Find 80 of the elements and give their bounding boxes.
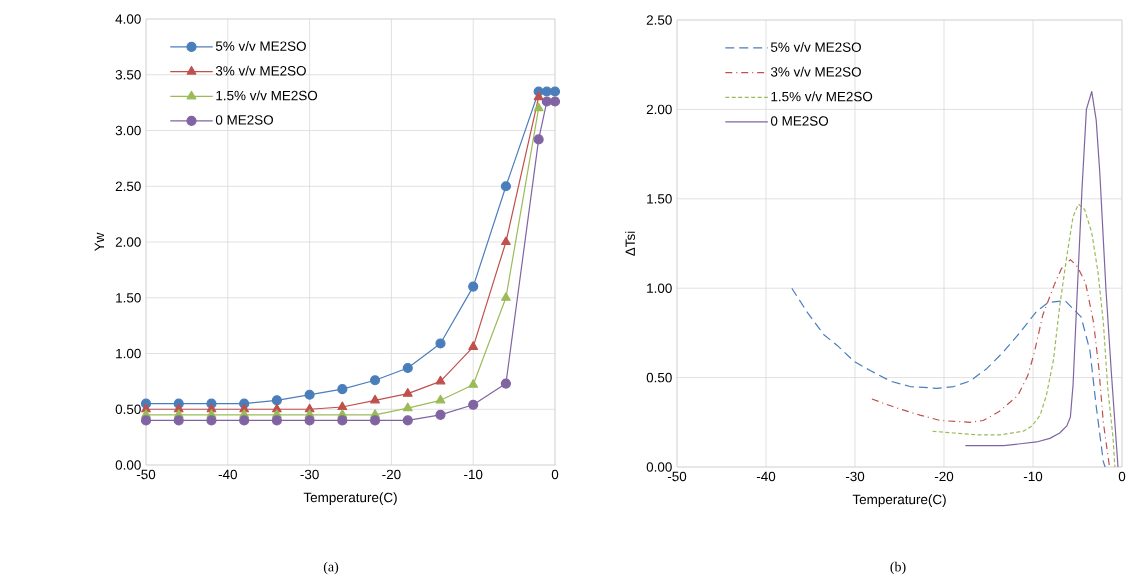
y-tick-label: 1.00: [116, 348, 141, 359]
y-tick-label: 1.00: [647, 283, 672, 293]
x-tick-label: -40: [756, 471, 776, 482]
point: [271, 395, 282, 406]
x-tick-label: -10: [1023, 471, 1043, 482]
point: [541, 96, 552, 107]
x-axis-title: Temperature(C): [303, 492, 397, 505]
line-series: [931, 203, 1116, 467]
point: [435, 394, 446, 404]
line-series: [791, 287, 1106, 467]
text: (a): [323, 561, 339, 575]
point: [402, 388, 413, 397]
point: [140, 415, 152, 426]
point: [402, 362, 413, 374]
point: [500, 181, 512, 192]
point: [239, 415, 250, 426]
y-tick-label: 0.50: [646, 372, 672, 383]
point: [549, 86, 561, 97]
legend-label: 1.5% v/v ME2SO: [771, 91, 873, 102]
legend-label: 5% v/v ME2SO: [215, 41, 306, 51]
x-axis-title: Temperature(C): [852, 494, 946, 507]
point: [402, 415, 413, 426]
y-tick-label: 3.00: [115, 125, 141, 136]
point: [468, 379, 479, 388]
y-tick-label: 0.00: [115, 460, 141, 470]
point: [304, 389, 315, 400]
x-tick-label: -10: [464, 469, 483, 480]
y-tick-label: 1.50: [116, 292, 141, 303]
x-tick-label: -40: [218, 469, 237, 480]
x-tick-label: -20: [934, 471, 954, 482]
x-tick-label: -30: [845, 471, 865, 482]
legend-label: 0 ME2SO: [215, 115, 273, 125]
point: [337, 384, 348, 395]
legend-label: 1.5% v/v ME2SO: [216, 90, 318, 101]
point: [549, 96, 561, 107]
y-axis-title: Yw: [94, 232, 104, 252]
point: [435, 409, 446, 420]
x-tick-label: 0: [1118, 471, 1126, 482]
x-tick-label: -50: [667, 471, 687, 482]
text: (b): [890, 561, 906, 575]
point: [435, 375, 446, 385]
legend-label: 3% v/v ME2SO: [215, 65, 306, 76]
y-tick-label: 4.00: [115, 14, 141, 24]
point: [206, 415, 217, 426]
y-axis-title: ΔTsi: [625, 231, 635, 256]
point: [337, 401, 348, 411]
point: [402, 402, 413, 412]
legend-label: 0 ME2SO: [770, 116, 829, 126]
y-tick-label: 0.00: [646, 462, 672, 472]
point: [501, 236, 511, 246]
point: [468, 281, 479, 292]
y-tick-label: 1.50: [647, 194, 672, 204]
line-series: [871, 258, 1111, 467]
point: [533, 91, 544, 101]
point: [533, 134, 544, 145]
x-tick-label: 0: [551, 469, 559, 480]
point: [304, 415, 315, 426]
y-tick-label: 2.00: [646, 104, 672, 115]
x-tick-label: -30: [300, 469, 319, 480]
y-tick-label: 3.50: [115, 69, 141, 80]
y-tick-label: 2.50: [646, 15, 672, 25]
legend-label: 3% v/v ME2SO: [770, 66, 861, 77]
y-tick-label: 2.00: [115, 237, 141, 247]
point: [501, 292, 511, 301]
x-tick-label: -20: [382, 469, 401, 480]
point: [435, 338, 446, 349]
point: [468, 341, 479, 350]
y-tick-label: 2.50: [115, 181, 141, 191]
y-tick-label: 0.50: [115, 404, 141, 415]
point: [369, 375, 381, 386]
point: [173, 415, 184, 426]
point: [271, 415, 282, 426]
point: [337, 415, 348, 426]
point: [370, 394, 380, 404]
point: [533, 102, 544, 112]
point: [500, 378, 512, 389]
x-tick-label: -50: [136, 469, 156, 480]
point: [468, 399, 479, 410]
point: [369, 415, 381, 426]
legend-label: 5% v/v ME2SO: [770, 42, 861, 52]
